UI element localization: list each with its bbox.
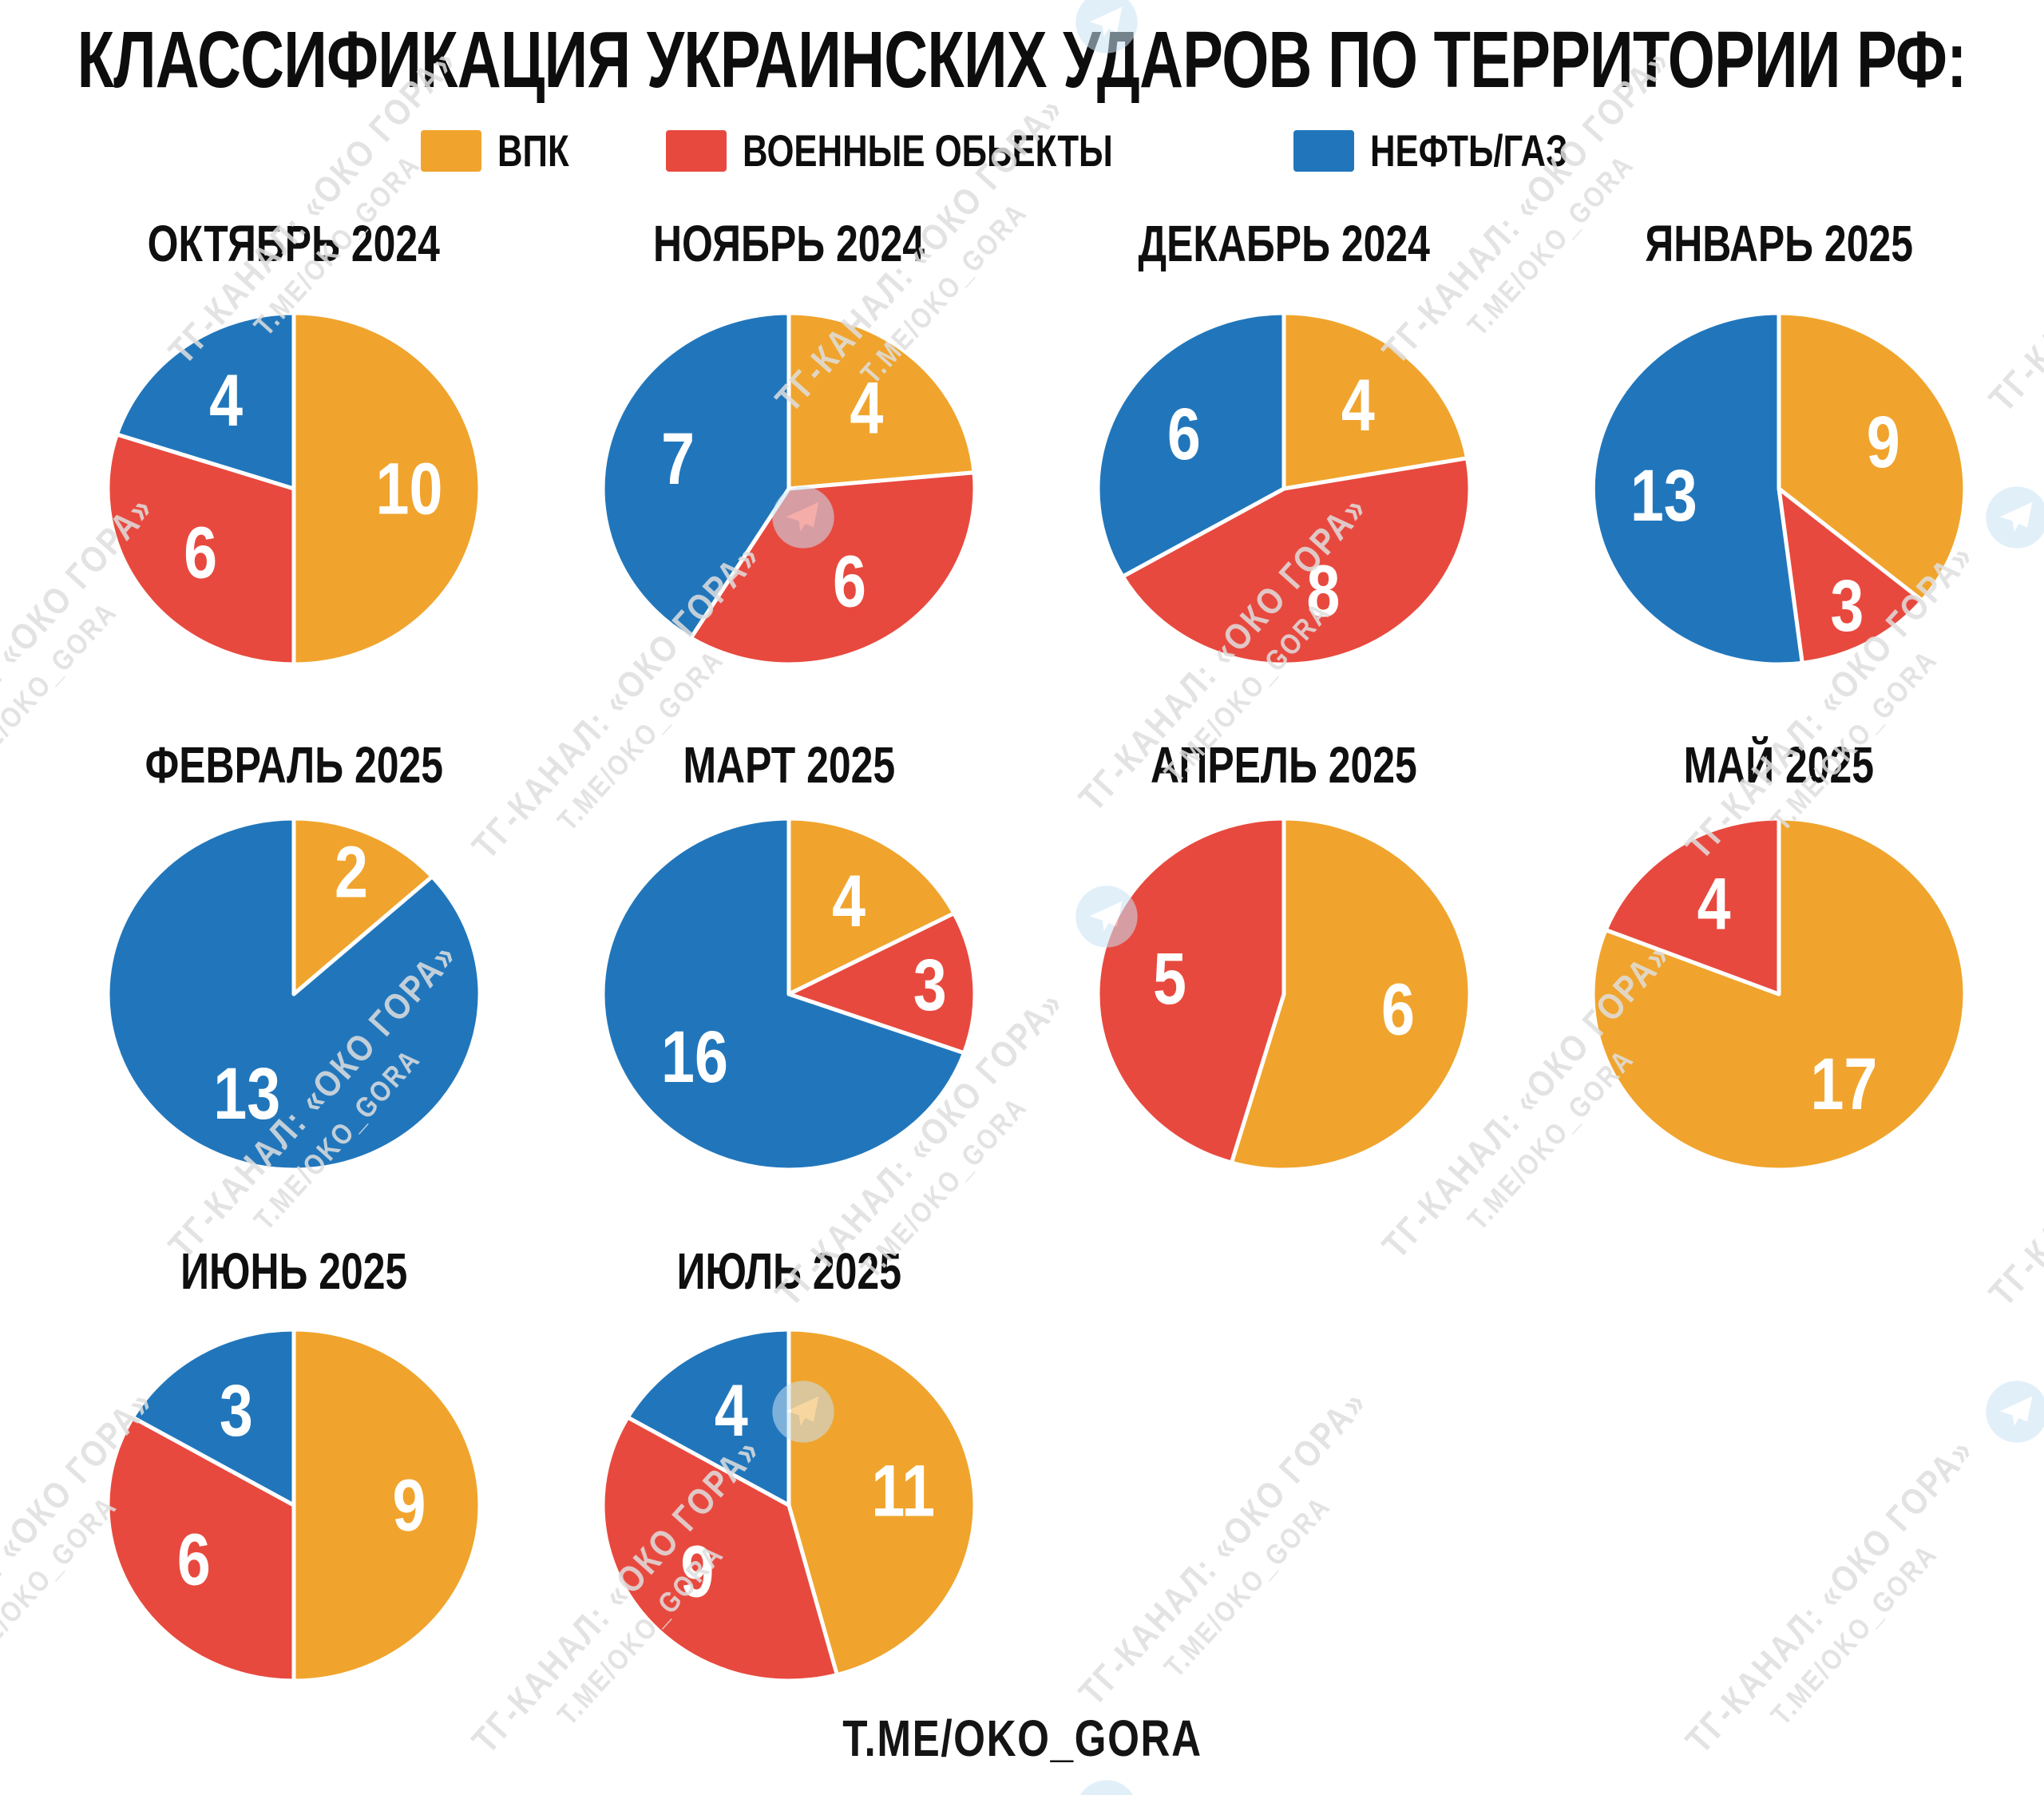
pie-slice-value-oil: 7	[661, 418, 695, 500]
pie-slice-military	[1120, 456, 1472, 667]
pie-chart-9: 9 63	[105, 1327, 482, 1683]
pie-slice-military	[600, 1415, 839, 1683]
pie-slice-military	[688, 470, 977, 667]
legend-swatch-oil	[1293, 129, 1355, 172]
pie-slice-oil	[600, 816, 966, 1172]
pie-month-title: ОКТЯБРЬ 2024	[46, 200, 541, 287]
legend-swatch-military	[665, 129, 727, 172]
pie-slice-oil	[600, 311, 791, 640]
legend-item-military: ВОЕННЫЕ ОБЬЕКТЫ	[665, 125, 1218, 176]
pie-month-title-text: АПРЕЛЬ 2025	[1151, 736, 1417, 794]
pie-slice-value-military: 6	[833, 540, 866, 622]
legend-label-vpk: ВПК	[497, 125, 569, 176]
pie-slice-value-military: 6	[177, 1518, 211, 1600]
pie-month-title: НОЯБРЬ 2024	[541, 200, 1036, 287]
pie-slice-value-military: 6	[184, 511, 217, 593]
pie-slice-military	[1603, 816, 1781, 997]
pie-slice-oil	[114, 311, 296, 491]
legend-item-vpk: ВПК	[420, 125, 589, 176]
pie-slice-value-oil: 13	[1630, 454, 1697, 537]
pie-slice-value-military: 4	[1697, 862, 1731, 945]
footer: T.ME/OKO_GORA	[0, 1709, 2044, 1768]
pie-chart-10: 11 94	[600, 1327, 977, 1683]
pie-slice-value-oil: 16	[661, 1016, 728, 1098]
pie-slice-value-vpk: 6	[1381, 969, 1415, 1051]
pie-month-title-text: МАЙ 2025	[1683, 736, 1875, 794]
pie-month-title: АПРЕЛЬ 2025	[1036, 721, 1531, 809]
pie-slice-value-vpk: 9	[1867, 401, 1900, 483]
pie-slice-value-vpk: 2	[335, 830, 368, 913]
pie-month-title-text: ЯНВАРЬ 2025	[1645, 215, 1913, 272]
pie-month-title: МАЙ 2025	[1531, 721, 2026, 809]
pie-chart-8: 17 4	[1590, 816, 1967, 1172]
pie-chart-4: 93 13	[1590, 311, 1967, 667]
pie-slice-vpk	[786, 311, 976, 491]
pie-slice-vpk	[1777, 311, 1967, 603]
pie-slice-value-oil: 3	[220, 1369, 253, 1452]
pie-month-title-text: ИЮНЬ 2025	[180, 1242, 408, 1300]
pie-chart-5: 2 13	[105, 816, 482, 1172]
pie-month-title-text: ФЕВРАЛЬ 2025	[145, 736, 443, 794]
legend-label-oil: НЕФТЬ/ГАЗ	[1370, 125, 1568, 176]
pie-slice-vpk	[1281, 311, 1469, 491]
pie-slice-oil	[105, 816, 482, 1172]
page-title: КЛАССИФИКАЦИЯ УКРАИНСКИХ УДАРОВ ПО ТЕРРИ…	[77, 15, 1967, 105]
pie-month-title: ИЮЛЬ 2025	[541, 1227, 1036, 1315]
pie-slice-value-vpk: 4	[832, 860, 866, 942]
pie-slice-value-military: 3	[913, 944, 947, 1026]
pie-slice-value-military: 9	[680, 1530, 714, 1612]
pie-slice-value-military: 3	[1830, 565, 1864, 647]
pie-month-title: ИЮНЬ 2025	[46, 1227, 541, 1315]
pie-slice-value-vpk: 4	[850, 367, 883, 449]
legend: ВПК ВОЕННЫЕ ОБЬЕКТЫ НЕФТЬ/ГАЗ	[0, 125, 2044, 176]
pie-slice-vpk	[1229, 816, 1472, 1172]
footer-channel-text: T.ME/OKO_GORA	[842, 1710, 1202, 1767]
pie-month-title-text: МАРТ 2025	[683, 736, 895, 794]
pie-slice-military	[1095, 816, 1286, 1165]
pie-month-title: ЯНВАРЬ 2025	[1531, 200, 2026, 287]
legend-item-oil: НЕФТЬ/ГАЗ	[1293, 125, 1623, 176]
pie-chart-2: 4 6 7	[600, 311, 977, 667]
pie-slice-vpk	[291, 311, 482, 667]
header: КЛАССИФИКАЦИЯ УКРАИНСКИХ УДАРОВ ПО ТЕРРИ…	[0, 14, 2044, 106]
pie-month-title-text: ИЮЛЬ 2025	[676, 1242, 901, 1300]
pie-slice-value-vpk: 11	[871, 1449, 935, 1531]
pie-month-title: МАРТ 2025	[541, 721, 1036, 809]
pie-chart-3: 4 8 6	[1095, 311, 1472, 667]
pie-slice-military	[1777, 486, 1924, 665]
pie-slice-value-vpk: 10	[376, 447, 443, 529]
pie-slice-oil	[130, 1327, 296, 1508]
pie-slice-value-military: 8	[1306, 549, 1340, 632]
pie-slice-vpk	[786, 1327, 977, 1677]
pie-slice-vpk	[291, 816, 434, 997]
pie-month-title-text: НОЯБРЬ 2024	[652, 215, 925, 272]
pie-chart-7: 65	[1095, 816, 1472, 1172]
pie-slice-value-vpk: 4	[1341, 364, 1375, 446]
pie-month-title-text: ОКТЯБРЬ 2024	[147, 215, 441, 272]
pie-slice-military	[105, 1415, 296, 1683]
pie-slice-value-military: 5	[1153, 937, 1186, 1020]
pie-slice-value-vpk: 9	[393, 1464, 426, 1546]
legend-swatch-vpk	[420, 129, 481, 172]
pie-slice-value-oil: 13	[213, 1052, 280, 1135]
pie-slice-value-oil: 4	[209, 359, 243, 442]
pie-month-title: ФЕВРАЛЬ 2025	[46, 721, 541, 809]
pie-month-title: ДЕКАБРЬ 2024	[1036, 200, 1531, 287]
pie-slice-value-vpk: 17	[1810, 1043, 1877, 1125]
pie-slice-military	[786, 911, 977, 1056]
pie-chart-6: 43 16	[600, 816, 977, 1172]
pie-month-title-text: ДЕКАБРЬ 2024	[1138, 215, 1430, 272]
pie-slice-oil	[625, 1327, 791, 1508]
pie-slice-oil	[1095, 311, 1286, 579]
legend-label-military: ВОЕННЫЕ ОБЬЕКТЫ	[742, 125, 1113, 176]
pie-slice-oil	[1590, 311, 1804, 667]
pie-slice-vpk	[291, 1327, 482, 1683]
pie-slice-value-oil: 4	[715, 1369, 748, 1452]
pie-slice-military	[105, 432, 296, 667]
pie-slice-vpk	[786, 816, 957, 997]
pie-slice-value-oil: 6	[1167, 393, 1201, 475]
pie-chart-1: 10 6 4	[105, 311, 482, 667]
